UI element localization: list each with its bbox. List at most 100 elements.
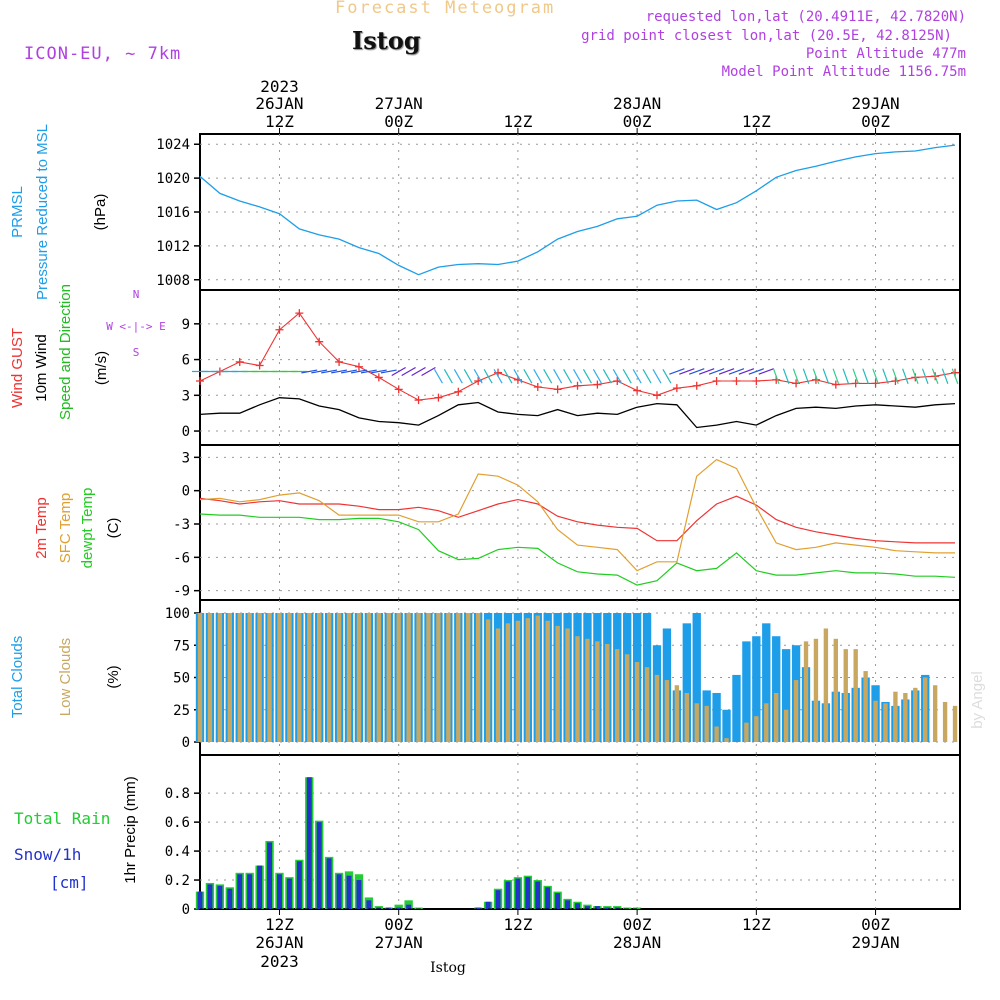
- low-cloud-bar: [505, 623, 511, 742]
- wind-direction-arrow: [553, 369, 563, 384]
- y-tick-label: 0: [182, 484, 190, 500]
- gust-marker: [275, 325, 284, 334]
- bottom-time-label: 28JAN: [613, 933, 661, 952]
- y-tick-label: 75: [173, 638, 190, 654]
- gust-marker: [394, 385, 403, 394]
- rain-bar: [414, 907, 423, 909]
- wind-direction-arrow: [642, 369, 652, 384]
- wind-direction-arrow: [433, 369, 443, 384]
- low-cloud-bar: [227, 613, 232, 742]
- gust-label: Wind GUST: [9, 328, 26, 408]
- gust-marker: [652, 391, 661, 400]
- pressure-line: [199, 144, 956, 276]
- gust-marker: [672, 384, 681, 393]
- low-cloud-bar: [923, 677, 928, 742]
- wind-direction-arrow: [669, 368, 685, 375]
- wind-direction-arrow: [708, 368, 725, 375]
- gust-marker: [434, 393, 443, 402]
- wind-direction-arrow: [748, 368, 765, 375]
- gust-marker: [196, 377, 204, 386]
- snow-bar: [535, 881, 541, 909]
- low-cloud-bar: [634, 662, 640, 742]
- wind-direction-arrow: [622, 369, 632, 384]
- total-cloud-bar: [682, 623, 691, 742]
- low-cloud-bar: [684, 692, 689, 742]
- wind-direction-arrow: [812, 368, 820, 384]
- y-tick-label: 100: [165, 606, 190, 622]
- y-tick-label: 1024: [156, 137, 190, 153]
- low-cloud-bar: [475, 613, 481, 742]
- low-cloud-bar: [346, 613, 352, 742]
- y-tick-label: 3: [182, 388, 190, 404]
- compass-south: S: [133, 346, 140, 359]
- wind-direction-arrow: [892, 368, 899, 384]
- wind-direction-arrow: [513, 369, 523, 384]
- dewpt-line: [199, 513, 956, 586]
- model-altitude: Model Point Altitude 1156.75m: [721, 64, 966, 80]
- snow-bar: [217, 885, 223, 909]
- y-tick-label: 9: [182, 317, 190, 333]
- dewpt-label: dewpt Temp: [79, 488, 96, 569]
- rain-bar: [623, 907, 632, 909]
- gust-marker: [454, 387, 463, 396]
- wind-direction-arrow: [652, 369, 662, 384]
- snow-bar: [505, 881, 511, 909]
- snow-bar: [575, 903, 580, 909]
- snow-bar: [525, 877, 531, 909]
- wind-direction-arrow: [782, 368, 790, 384]
- snow-bar: [584, 906, 590, 909]
- gust-marker: [354, 362, 363, 371]
- wind-direction-arrow: [689, 368, 705, 375]
- low-cloud-bar: [744, 722, 749, 742]
- bottom-location-label: Istog: [430, 960, 466, 976]
- snow-bar: [396, 907, 402, 909]
- y-tick-label: 1016: [156, 205, 190, 221]
- gust-marker: [235, 357, 244, 366]
- wind-direction-arrow: [738, 368, 755, 375]
- snow-bar: [495, 890, 501, 909]
- location-title: Istog: [352, 26, 421, 55]
- wind-direction-arrow: [852, 368, 859, 384]
- compass-west-east: W <-|-> E: [106, 320, 166, 333]
- low-cloud-bar: [843, 649, 848, 742]
- snow-bar: [475, 907, 481, 909]
- low-cloud-bar: [545, 620, 550, 742]
- low-cloud-bar: [446, 613, 451, 742]
- top-time-label: 12Z: [265, 112, 294, 131]
- wind-direction-arrow: [543, 369, 553, 384]
- snow-bar: [207, 884, 213, 909]
- y-tick-label: -3: [173, 517, 190, 533]
- wind-direction-arrow: [341, 369, 358, 374]
- wind-direction-arrow: [311, 369, 328, 374]
- top-time-label: 12Z: [503, 112, 532, 131]
- wind-unit-label: (m/s): [93, 351, 110, 385]
- snow-bar: [515, 878, 521, 909]
- wind-direction-arrow: [822, 368, 830, 384]
- wind-direction-arrow: [380, 369, 397, 374]
- bottom-time-label: 12Z: [503, 915, 532, 934]
- low-cloud-bar: [456, 613, 461, 742]
- wind-direction-arrow: [443, 369, 453, 384]
- total-cloud-bar: [752, 636, 761, 742]
- pressure-label-2: Pressure Reduced to MSL: [34, 124, 51, 300]
- low-cloud-bar: [376, 613, 382, 742]
- watermark: by Angel: [969, 671, 986, 729]
- pressure-unit-label: (hPa): [92, 194, 109, 231]
- top-time-label: 2023: [260, 77, 299, 96]
- total-cloud-bar: [781, 649, 791, 742]
- wind-direction-arrow: [911, 368, 919, 384]
- chart-title: Forecast Meteogram: [335, 0, 556, 18]
- gust-marker: [315, 337, 324, 346]
- top-time-label: 00Z: [861, 112, 890, 131]
- low-cloud-bar: [575, 636, 580, 742]
- low-cloud-bar: [356, 613, 362, 742]
- requested-coords: requested lon,lat (20.4911E, 42.7820N): [645, 9, 966, 25]
- wind-dir-label: Speed and Direction: [57, 284, 74, 420]
- low-cloud-bar: [317, 613, 322, 742]
- snow-bar: [286, 878, 292, 909]
- gust-marker: [593, 380, 602, 389]
- wind-direction-arrow: [792, 368, 800, 384]
- low-cloud-bar: [426, 613, 431, 742]
- total-cloud-bar: [722, 709, 731, 742]
